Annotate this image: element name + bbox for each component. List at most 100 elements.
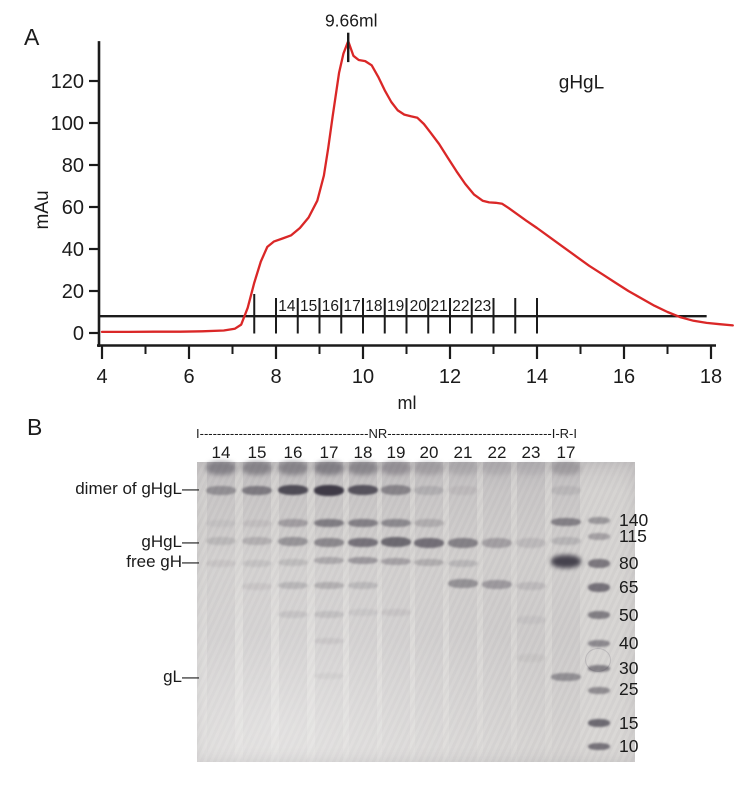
gel-band [278,558,308,566]
lane-label: 16 [283,443,303,462]
y-tick-label: 40 [62,239,84,261]
gel-band [551,518,581,526]
gel-band [278,461,308,475]
gel-image [197,461,635,762]
y-tick-label: 60 [62,197,84,219]
gel-band [348,608,378,616]
gel-lane [517,462,545,762]
gel-lane [279,462,307,762]
gel-band [551,485,581,495]
gel-band [314,638,344,644]
mw-marker-label: 30 [619,658,639,678]
fraction-number: 16 [322,298,339,315]
mw-marker-label: 25 [619,679,639,699]
gel-band [278,536,308,546]
gel-band [516,616,546,624]
gel-band [448,485,478,495]
fraction-number: 18 [365,298,382,315]
gel-band [381,537,411,547]
mw-marker-label: 40 [619,633,639,653]
gel-band [348,581,378,589]
lane-label: 22 [487,443,507,462]
gel-band [206,537,236,545]
gel-band [482,461,512,475]
panel-a-label: A [24,24,40,50]
gel-bubble-artifact [585,648,611,672]
gel-band [242,485,272,495]
band-identity-label: gL— [163,667,199,686]
mw-marker-label: 115 [619,526,647,546]
gel-band [516,654,546,662]
gel-lane [315,462,343,762]
gel-band [551,537,581,545]
y-tick-label: 120 [51,71,84,93]
fraction-number: 23 [474,298,491,315]
lane-label: 17 [556,443,576,462]
y-tick-label: 80 [62,155,84,177]
gel-band [314,673,344,679]
gel-band [482,579,512,589]
gel-band [242,582,272,590]
gel-band [588,582,610,592]
gel-band [348,556,378,564]
lane-label: 15 [247,443,267,462]
gel-band [242,461,272,475]
gel-condition-header: I---------------------------------------… [196,426,577,441]
gel-band [414,485,444,495]
gel-band [551,554,581,568]
gel-band [381,485,411,495]
x-tick-label: 8 [270,366,281,388]
gel-band [588,742,610,750]
band-identity-label: gHgL— [141,532,199,551]
gel-band [448,461,478,475]
gel-band [348,461,378,475]
gel-band [314,537,344,547]
band-identity-label: free gH— [126,552,199,571]
gel-band [448,578,478,588]
gel-band [278,519,308,527]
y-tick-label: 100 [51,113,84,135]
gel-band [482,538,512,548]
gel-band [551,673,581,681]
mw-marker-label: 140 [619,510,649,530]
gel-band [588,611,610,619]
gel-band [414,558,444,566]
lane-label: 18 [353,443,373,462]
gel-band [588,532,610,540]
gel-band [516,461,546,475]
lane-label: 19 [386,443,406,462]
y-tick-label: 0 [73,323,84,345]
y-axis-title: mAu [32,190,53,229]
peak-volume-label: 9.66ml [325,10,378,30]
fraction-number: 20 [410,298,428,315]
mw-marker-label: 65 [619,577,639,597]
x-tick-label: 4 [96,366,107,388]
x-tick-label: 10 [352,366,374,388]
gel-band [448,559,478,567]
x-tick-label: 6 [183,366,194,388]
gel-band [414,519,444,527]
gel-band [206,485,236,495]
gel-band [278,610,308,618]
uv-trace [100,39,734,334]
gel-band [588,686,610,694]
gel-band [516,582,546,590]
fraction-number: 21 [431,298,448,315]
gel-band [242,519,272,527]
gel-band [314,556,344,564]
gel-band [314,519,344,527]
gel-lane [552,462,580,762]
gel-band [551,461,581,475]
y-tick-label: 20 [62,281,84,303]
mw-marker-label: 50 [619,605,639,625]
x-axis-title: ml [398,393,417,413]
gel-band [381,608,411,616]
gel-band [314,461,344,475]
lane-label: 23 [521,443,541,462]
gel-lane [449,462,477,762]
gel-band [206,559,236,567]
x-tick-label: 16 [613,366,635,388]
gel-band [588,719,610,727]
